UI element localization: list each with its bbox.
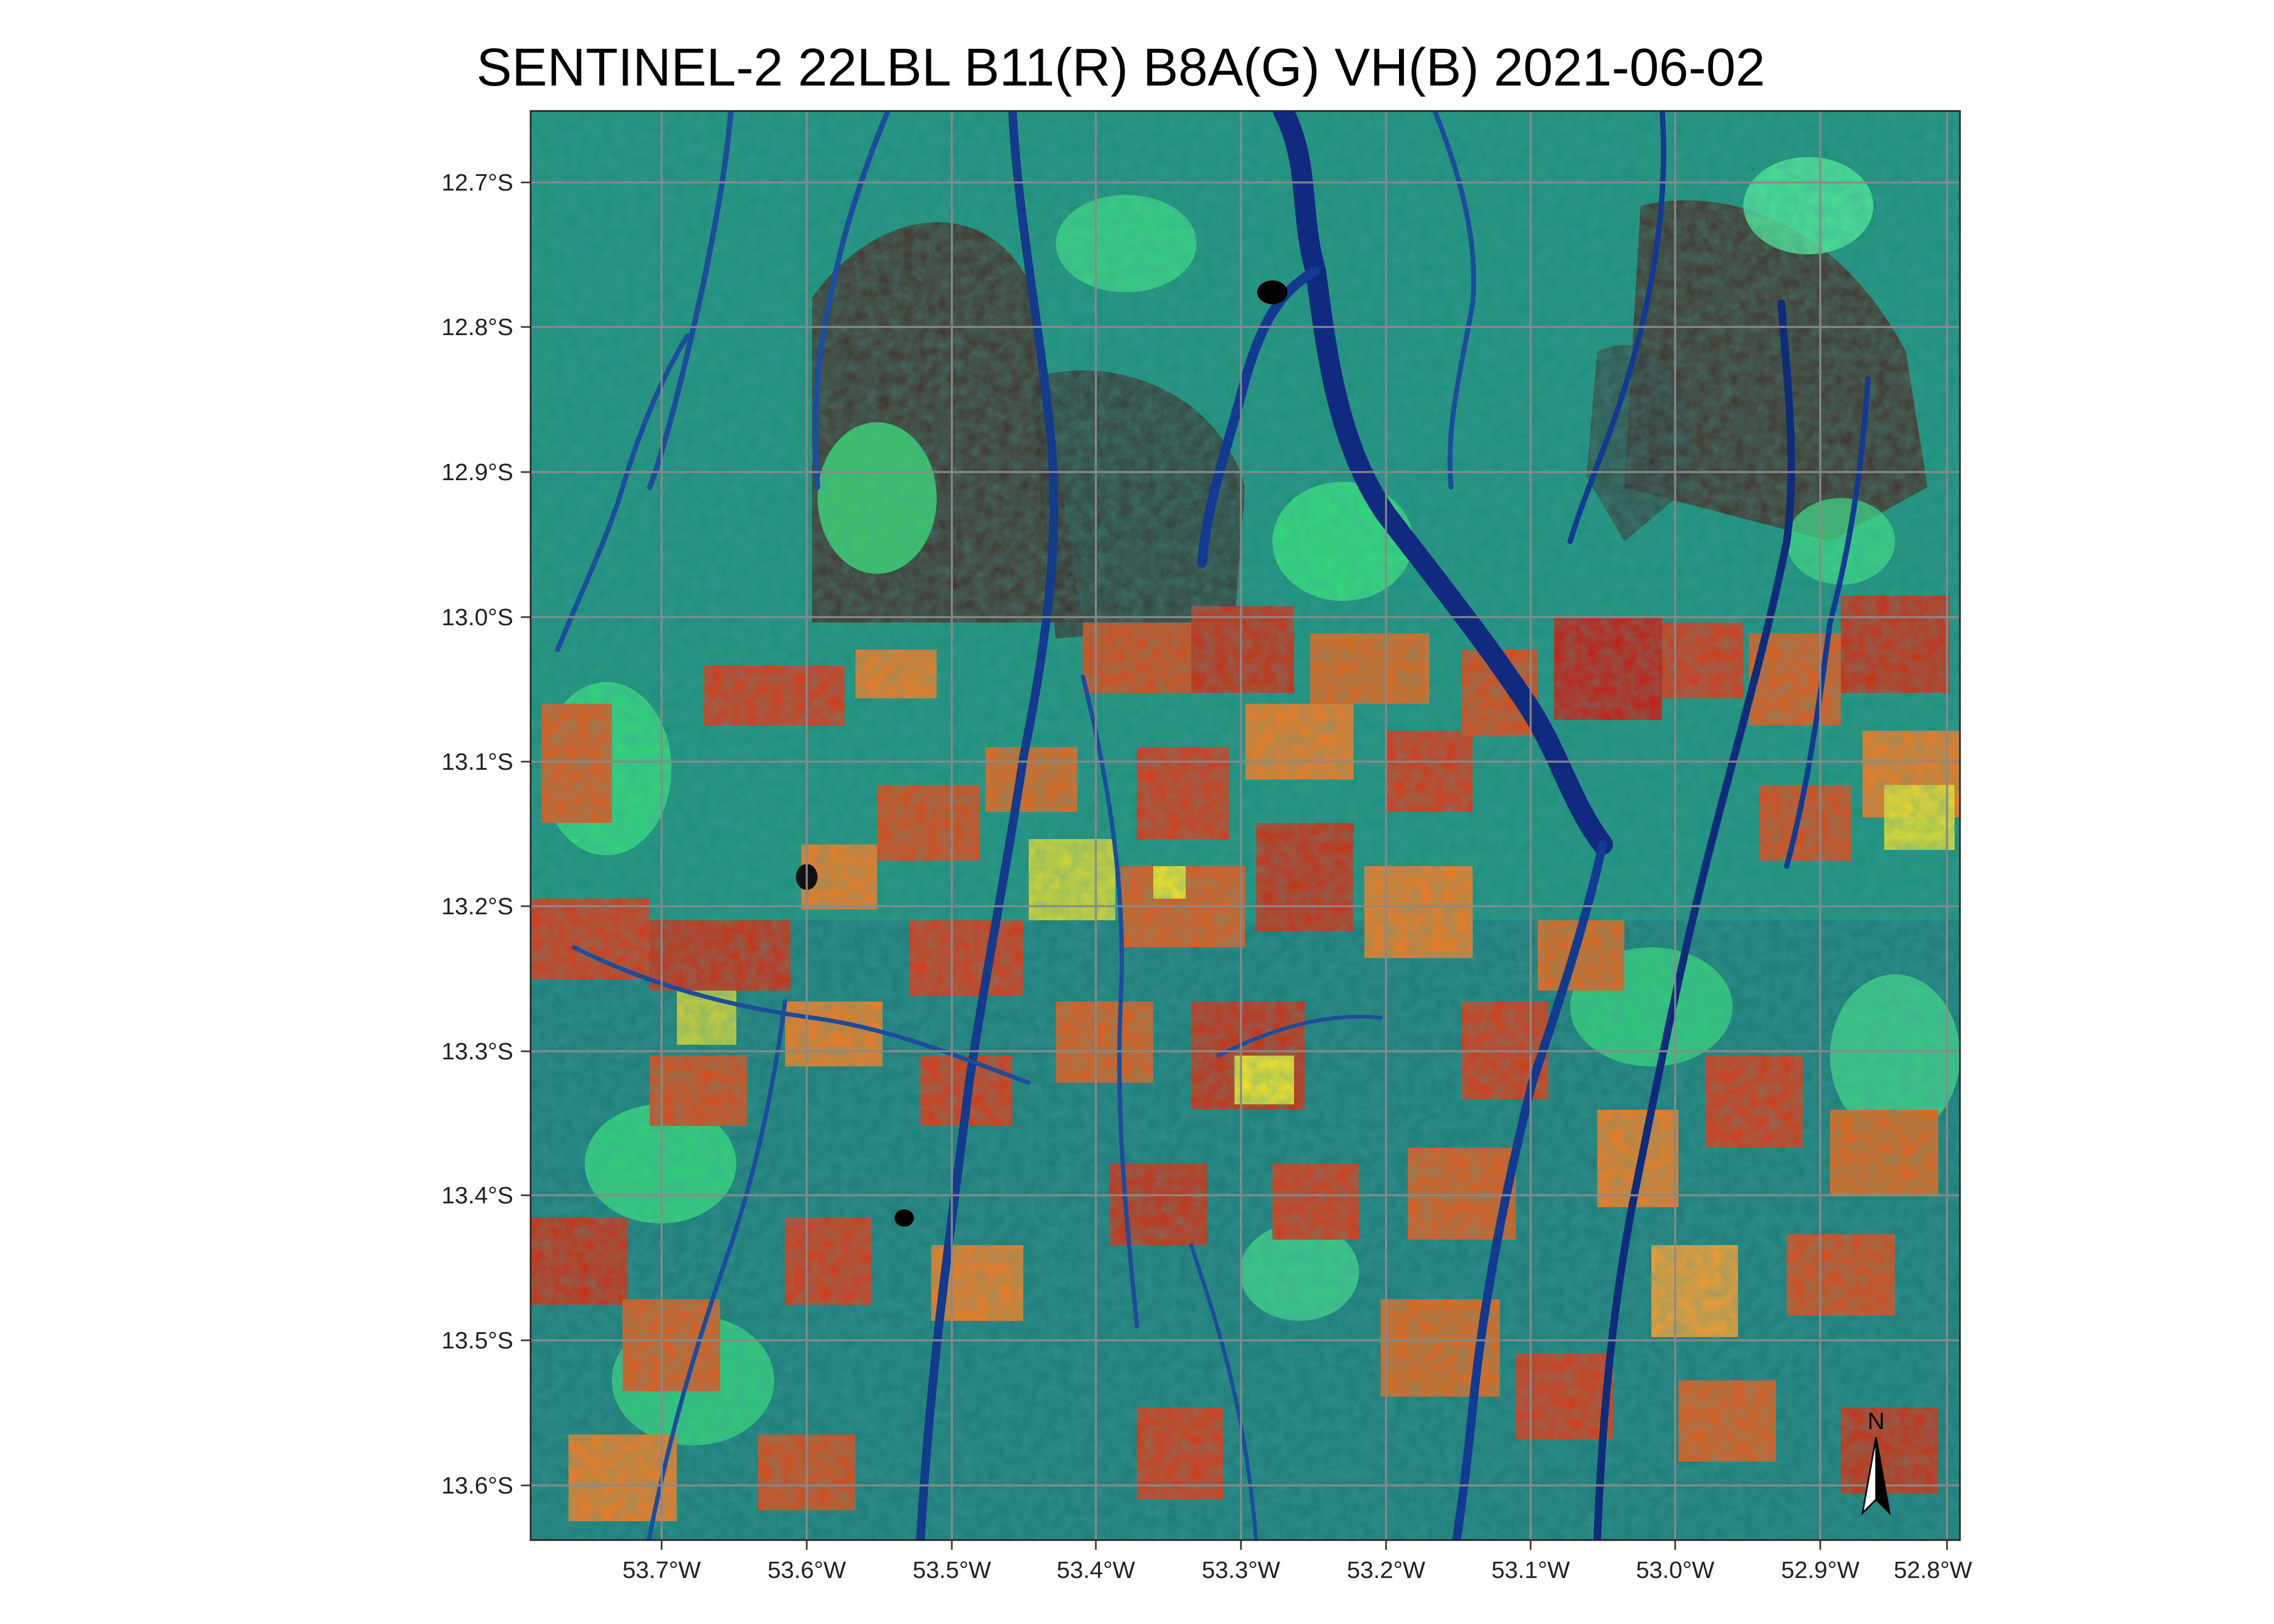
lat-label: 13.0°S: [441, 604, 513, 631]
lon-label: 53.7°W: [623, 1557, 701, 1583]
graticule: [531, 111, 1960, 1540]
lon-label: 52.8°W: [1894, 1557, 1972, 1583]
lon-label: 53.1°W: [1492, 1557, 1570, 1583]
lat-label: 13.5°S: [441, 1327, 513, 1354]
lat-label: 13.4°S: [441, 1182, 513, 1209]
lon-label: 53.5°W: [913, 1557, 991, 1583]
north-arrow-icon: N: [1861, 1408, 1891, 1516]
lon-label: 53.3°W: [1202, 1557, 1280, 1583]
map-title: SENTINEL-2 22LBL B11(R) B8A(G) VH(B) 202…: [476, 37, 1766, 97]
lon-label: 53.2°W: [1347, 1557, 1426, 1583]
north-arrow-label: N: [1867, 1408, 1885, 1435]
map-panel-border: [530, 110, 1961, 1541]
longitude-labels: 53.7°W 53.6°W 53.5°W 53.4°W 53.3°W 53.2°…: [623, 1557, 1972, 1583]
lat-label: 12.8°S: [441, 314, 513, 340]
lon-label: 53.6°W: [768, 1557, 846, 1583]
lon-label: 52.9°W: [1781, 1557, 1860, 1583]
lat-label: 12.7°S: [441, 169, 513, 196]
longitude-axis: [661, 1540, 1948, 1550]
lat-label: 12.9°S: [441, 459, 513, 486]
latitude-axis: [521, 181, 531, 1487]
lat-label: 13.6°S: [441, 1472, 513, 1499]
latitude-labels: 12.7°S 12.8°S 12.9°S 13.0°S 13.1°S 13.2°…: [441, 169, 513, 1499]
lat-label: 13.2°S: [441, 893, 513, 920]
lat-label: 13.3°S: [441, 1038, 513, 1065]
lon-label: 53.0°W: [1636, 1557, 1715, 1583]
lat-label: 13.1°S: [441, 749, 513, 775]
lon-label: 53.4°W: [1057, 1557, 1135, 1583]
satellite-image: [531, 111, 1960, 1540]
